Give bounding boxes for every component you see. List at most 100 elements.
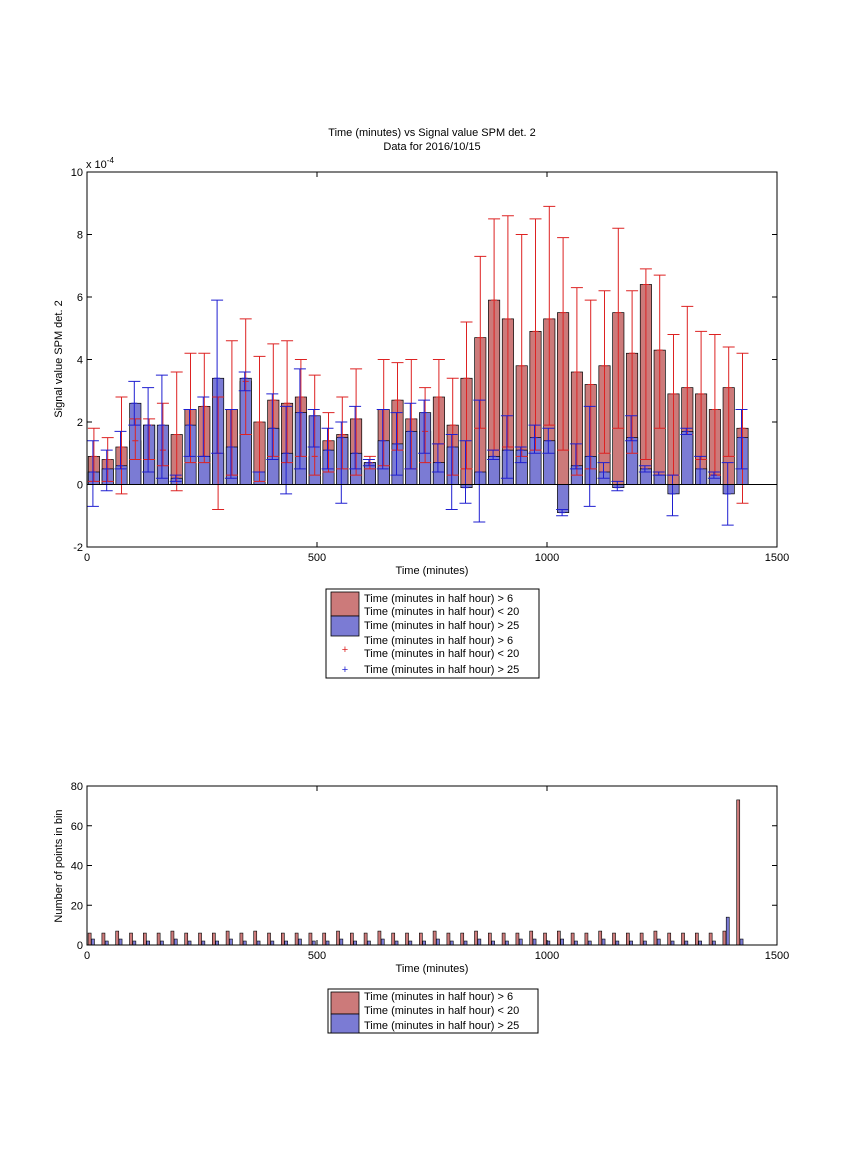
signal-bar <box>639 468 652 485</box>
y-tick-label: 6 <box>77 292 83 304</box>
legend-entry: Time (minutes in half hour) < 20 <box>364 648 519 660</box>
count-bar <box>336 930 340 946</box>
x-tick-label: 1500 <box>765 552 789 564</box>
signal-bar <box>667 484 680 495</box>
y-tick-label: 60 <box>71 821 83 833</box>
signal-bar <box>708 474 721 485</box>
count-bar <box>739 938 744 946</box>
count-bar <box>363 932 368 946</box>
x-tick-label: 1000 <box>535 950 559 962</box>
count-bar <box>653 930 658 946</box>
count-bar <box>460 932 465 946</box>
count-bar <box>311 940 316 946</box>
count-bar <box>570 932 575 946</box>
count-bar <box>695 932 699 946</box>
count-bar <box>267 932 271 946</box>
count-bar <box>160 940 164 946</box>
x-tick-label: 0 <box>84 552 90 564</box>
count-bar <box>491 940 495 946</box>
count-bar <box>198 932 202 946</box>
count-bar <box>712 940 716 946</box>
y-tick-label: 20 <box>71 900 83 912</box>
signal-chart: Time (minutes) vs Signal value SPM det. … <box>53 127 789 679</box>
x-tick-label: 1500 <box>765 950 789 962</box>
count-bar <box>87 932 92 946</box>
signal-errorbars <box>86 205 749 526</box>
signal-bar <box>695 468 708 485</box>
count-bar <box>325 940 330 946</box>
count-bar <box>529 930 534 946</box>
count-bar <box>322 932 327 946</box>
count-bar <box>477 938 482 946</box>
legend-box <box>325 588 540 679</box>
legend-entry: Time (minutes in half hour) > 6 <box>364 593 513 605</box>
count-bar <box>505 940 509 946</box>
count-bar <box>736 799 741 946</box>
y-tick-label: 0 <box>77 940 83 952</box>
y-tick-label: 0 <box>77 480 83 492</box>
count-bar <box>239 932 244 946</box>
count-bar <box>339 938 344 946</box>
count-bar <box>656 938 661 946</box>
y-tick-label: 2 <box>77 417 83 429</box>
count-bar <box>187 940 192 946</box>
count-bar <box>446 932 451 946</box>
y-axis-label: Number of points in bin <box>53 809 65 922</box>
legend-swatch-blue <box>330 1013 360 1034</box>
x-axis-label: Time (minutes) <box>396 565 469 577</box>
count-bar <box>281 932 285 946</box>
legend-entry: Time (minutes in half hour) > 6 <box>364 635 513 647</box>
count-bar <box>184 932 189 946</box>
count-bar <box>170 930 175 946</box>
legend-entry: Time (minutes in half hour) > 25 <box>364 1020 519 1032</box>
count-bar <box>173 938 178 946</box>
count-bar <box>515 932 520 946</box>
count-bar <box>419 932 423 946</box>
legend-marker-blue: + <box>342 664 348 676</box>
count-bar <box>615 940 620 946</box>
signal-bar <box>474 471 487 485</box>
count-bar <box>225 930 230 946</box>
y-tick-label: 80 <box>71 781 83 793</box>
count-bar <box>201 940 206 946</box>
count-bar <box>432 930 437 946</box>
count-bar <box>308 932 313 946</box>
signal-bar <box>501 449 514 485</box>
exponent-label: x 10-4 <box>86 156 114 171</box>
legend-top: + + Time (minutes in half hour) > 6 Time… <box>325 588 540 679</box>
count-bar <box>463 940 468 946</box>
count-bar <box>501 932 506 946</box>
count-bar <box>156 932 161 946</box>
chart-title: Time (minutes) vs Signal value SPM det. … <box>328 127 535 139</box>
y-axis-label: Signal value SPM det. 2 <box>53 300 65 417</box>
x-tick-label: 0 <box>84 950 90 962</box>
chart-subtitle: Data for 2016/10/15 <box>383 141 480 153</box>
x-axis-ticks: 0 500 1000 1500 <box>84 172 789 564</box>
exponent-base: x 10 <box>86 159 107 171</box>
plot-frame-bottom <box>86 785 778 946</box>
count-bar <box>629 940 633 946</box>
legend-swatch-red <box>330 991 360 1015</box>
signal-bar <box>557 484 570 513</box>
legend-entry: Time (minutes in half hour) > 25 <box>364 620 519 632</box>
count-bar <box>284 940 288 946</box>
signal-bar <box>543 440 556 485</box>
legend-swatch-red <box>330 591 360 617</box>
count-bar <box>422 940 426 946</box>
count-bar <box>725 916 730 946</box>
count-bar <box>532 938 537 946</box>
count-bar <box>557 930 561 946</box>
count-bar <box>612 932 616 946</box>
count-bar <box>367 940 371 946</box>
count-bar <box>670 940 675 946</box>
y-tick-label: 8 <box>77 230 83 242</box>
signal-bar <box>432 462 445 485</box>
count-bar <box>270 940 275 946</box>
count-bar <box>132 940 137 946</box>
y-tick-label: 40 <box>71 861 83 873</box>
count-bar <box>104 940 109 946</box>
count-bar <box>391 932 396 946</box>
count-bar <box>474 930 478 946</box>
count-bar <box>242 940 247 946</box>
